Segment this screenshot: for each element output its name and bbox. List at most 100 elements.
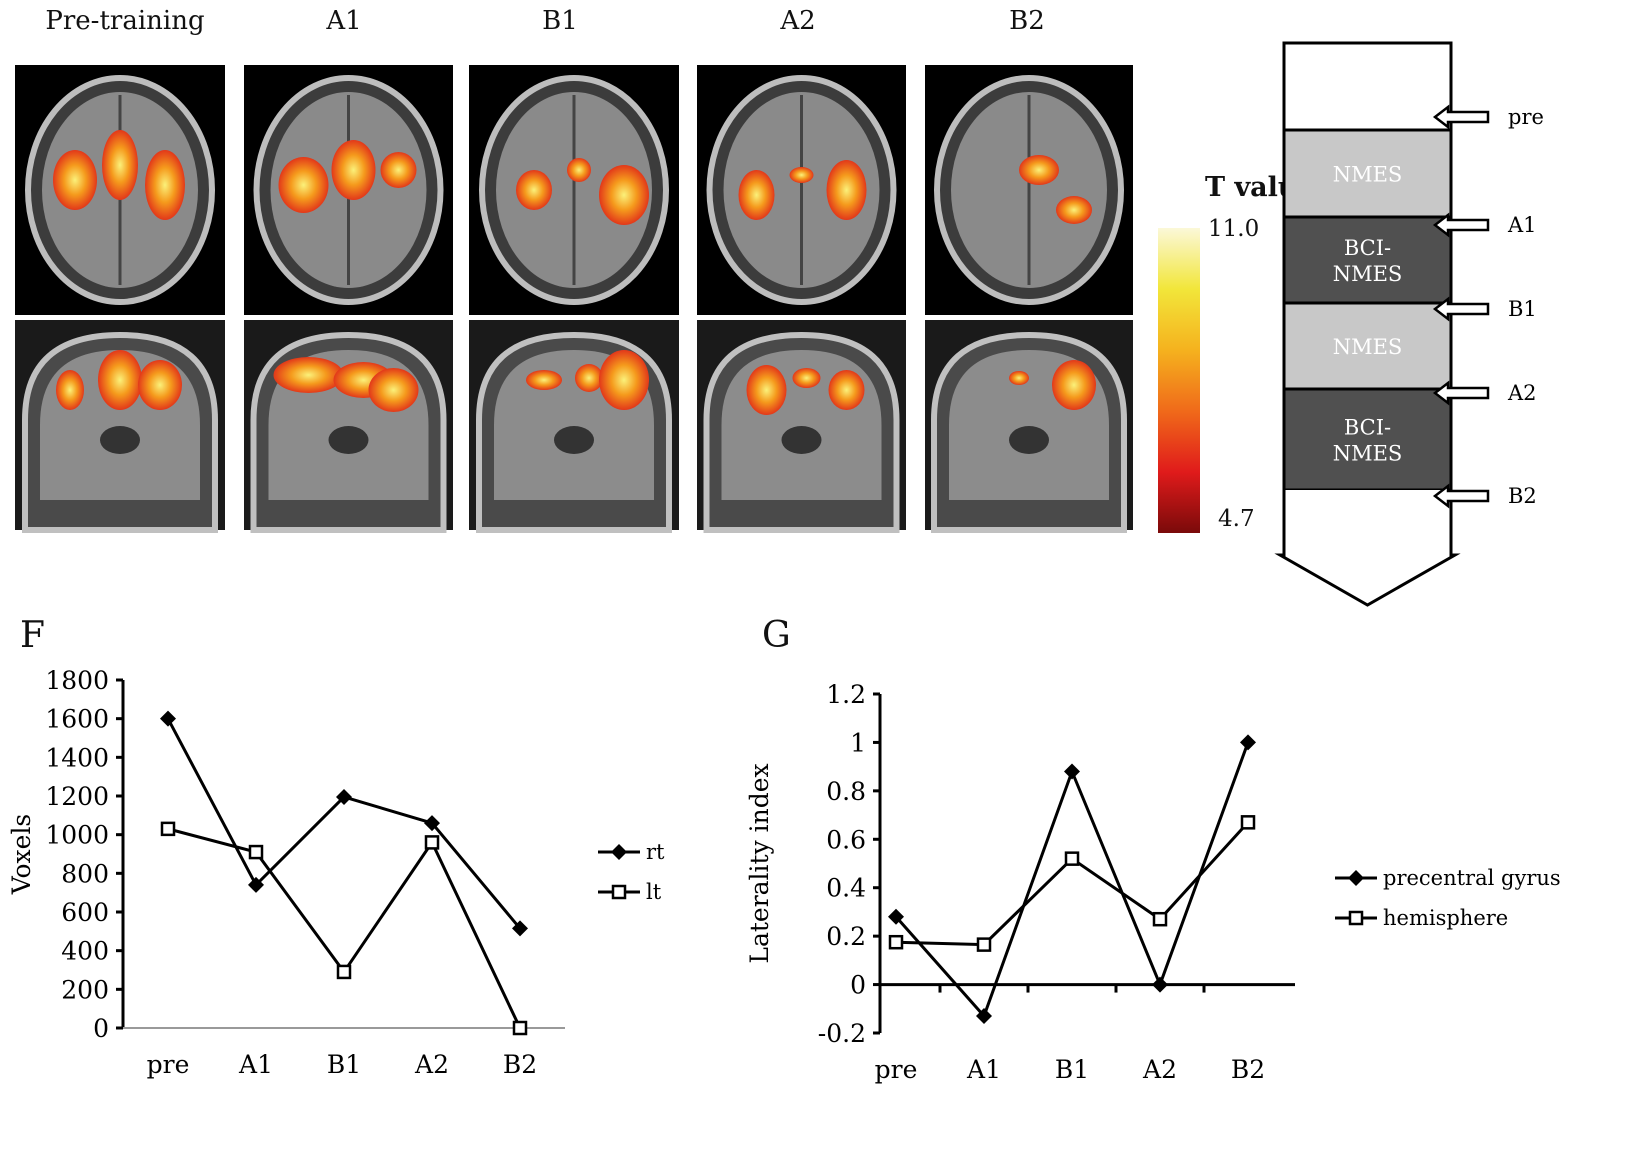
ventricles: [328, 426, 369, 454]
timeline-block-label: BCI-: [1344, 416, 1391, 440]
activation-blob: [138, 360, 182, 410]
data-point: [1064, 763, 1080, 780]
column-header-b1: B1: [542, 6, 578, 36]
y-tick-label: 1800: [45, 666, 109, 695]
data-point: [336, 788, 352, 805]
data-point: [888, 934, 904, 950]
colorbar-min: 4.7: [1218, 506, 1255, 532]
activation-blob: [380, 152, 417, 188]
y-tick-label: 600: [61, 898, 109, 927]
column-header-b2: B2: [1009, 6, 1045, 36]
marker-label-A1: A1: [1507, 213, 1537, 237]
panel-label-f: F: [20, 615, 45, 656]
activation-blob: [331, 140, 376, 200]
data-point: [248, 844, 264, 860]
y-tick-label: 0.2: [826, 922, 866, 951]
x-tick-label: A2: [1142, 1055, 1177, 1084]
marker-label-A2: A2: [1507, 381, 1537, 405]
ventricles: [100, 426, 140, 454]
x-tick-label: B2: [503, 1050, 537, 1079]
series-line-lt: [167, 827, 522, 1029]
column-header-a2: A2: [780, 6, 816, 36]
data-point: [424, 815, 440, 832]
chart-f-voxels: 0 200 400 600 800 1000 1200 1400 1600 1800 pre A1 B1…: [7, 666, 665, 1079]
x-tick-label: A2: [414, 1050, 449, 1079]
activation-blob: [567, 158, 591, 182]
y-tick-label: 400: [61, 937, 109, 966]
data-point: [1152, 911, 1168, 927]
y-tick-label: 200: [61, 975, 109, 1004]
legend-marker: [1348, 910, 1364, 926]
legend-label: hemisphere: [1383, 906, 1508, 930]
marker-arrow-icon: [1432, 212, 1490, 238]
activation-blob: [746, 365, 787, 415]
x-tick-label: A1: [238, 1050, 273, 1079]
data-point: [1152, 976, 1168, 993]
y-tick-label: 1: [850, 728, 866, 757]
legend-marker: [1348, 870, 1364, 886]
x-tick-label: pre: [147, 1050, 190, 1079]
activation-blob: [145, 150, 185, 220]
y-axis-label: Laterality index: [745, 763, 774, 963]
ventricles: [554, 426, 594, 454]
data-point: [1064, 851, 1080, 866]
marker-arrow-icon: [1432, 483, 1490, 509]
marker-arrow-icon: [1432, 104, 1490, 130]
activation-blob: [789, 167, 814, 183]
y-tick-label: 1600: [45, 705, 109, 734]
y-tick-label: 0.4: [826, 874, 866, 903]
timeline-block: [1282, 215, 1453, 305]
activation-blob: [826, 160, 867, 220]
column-header-a1: A1: [326, 6, 362, 36]
data-point: [512, 920, 528, 937]
y-tick-label: 0.6: [826, 825, 866, 854]
timeline-block-label: BCI-: [1344, 236, 1391, 260]
y-tick-label: 1000: [45, 821, 109, 850]
activation-blob: [368, 368, 419, 412]
data-point: [248, 876, 264, 893]
chart-g-laterality: -0.2 0 0.2 0.4 0.6 0.8 1 1.2 pre A1 B1 A2 B2 Laterali…: [745, 680, 1561, 1084]
data-point: [512, 1020, 528, 1036]
activation-blob: [792, 368, 821, 388]
y-tick-label: 0.8: [826, 777, 866, 806]
data-point: [160, 710, 176, 727]
down-arrow: [1274, 490, 1461, 607]
activation-blob: [1056, 196, 1092, 224]
marker-arrow-icon: [1432, 380, 1490, 406]
timeline-block: [1282, 41, 1453, 132]
activation-blob: [526, 370, 562, 390]
activation-blob: [599, 350, 649, 410]
activation-blob: [828, 370, 865, 410]
y-tick-label: 1.2: [826, 680, 866, 709]
data-point: [1240, 734, 1256, 751]
legend-marker: [611, 844, 627, 860]
activation-blob: [273, 357, 344, 393]
activation-blob: [599, 165, 649, 225]
x-tick-label: B1: [327, 1050, 361, 1079]
marker-arrow-icon: [1432, 296, 1490, 322]
colorbar-max: 11.0: [1208, 216, 1260, 242]
timeline-block-label: NMES: [1333, 335, 1403, 359]
data-point: [976, 937, 992, 952]
x-tick-label: pre: [875, 1055, 918, 1084]
marker-label-B2: B2: [1508, 484, 1537, 508]
activation-blob: [102, 130, 138, 200]
timeline-block-label: NMES: [1333, 163, 1403, 187]
ventricles: [781, 426, 822, 454]
activation-blob: [1019, 155, 1059, 185]
data-point: [1240, 815, 1256, 830]
ventricles: [1009, 426, 1049, 454]
activation-blob: [738, 170, 775, 220]
y-tick-label: 1200: [45, 782, 109, 811]
activation-blob: [516, 170, 552, 210]
x-tick-label: A1: [966, 1055, 1001, 1084]
x-tick-label: B2: [1231, 1055, 1265, 1084]
timeline-block: [1282, 387, 1453, 492]
legend-label: precentral gyrus: [1383, 866, 1561, 890]
y-tick-label: 1400: [45, 743, 109, 772]
activation-blob: [53, 150, 97, 210]
activation-blob: [1052, 360, 1096, 410]
y-tick-label: -0.2: [818, 1019, 866, 1048]
